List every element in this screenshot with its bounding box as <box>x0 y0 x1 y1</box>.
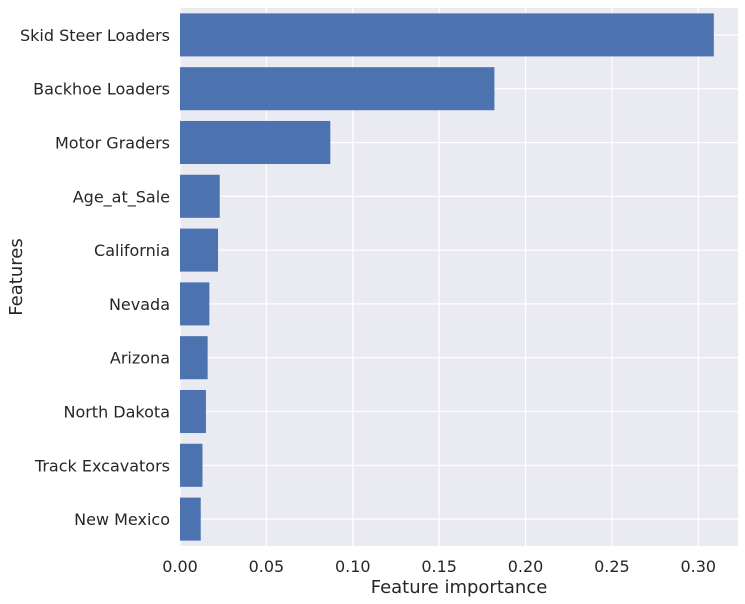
bar-arizona <box>180 336 208 380</box>
bar-california <box>180 228 219 272</box>
x-axis-title: Feature importance <box>371 577 548 598</box>
bar-track-excavators <box>180 443 203 487</box>
y-tick-label: Backhoe Loaders <box>33 80 170 99</box>
y-tick-labels: Skid Steer Loaders Backhoe Loaders Motor G… <box>20 26 170 529</box>
bar-age-at-sale <box>180 174 220 218</box>
bar-north-dakota <box>180 389 206 434</box>
x-tick-label: 0.20 <box>508 557 544 576</box>
x-tick-label: 0.15 <box>421 557 457 576</box>
x-tick-labels: 0.00 0.05 0.10 0.15 0.20 0.25 0.30 <box>162 557 716 576</box>
x-tick-label: 0.05 <box>249 557 285 576</box>
y-tick-label: Arizona <box>110 349 170 368</box>
y-axis-title: Features <box>6 238 27 315</box>
y-tick-label: Track Excavators <box>34 456 170 475</box>
bar-motor-graders <box>180 120 331 165</box>
x-tick-label: 0.30 <box>680 557 716 576</box>
x-tick-label: 0.10 <box>335 557 371 576</box>
bar-nevada <box>180 282 210 326</box>
x-tick-label: 0.25 <box>594 557 630 576</box>
y-tick-label: New Mexico <box>74 510 170 529</box>
y-tick-label: Age_at_Sale <box>73 187 170 207</box>
bar-backhoe-loaders <box>180 67 495 111</box>
bar-skid-steer-loaders <box>180 13 714 57</box>
bars <box>180 13 714 541</box>
y-tick-label: California <box>94 241 170 260</box>
y-tick-label: Motor Graders <box>55 134 170 153</box>
x-tick-label: 0.00 <box>162 557 198 576</box>
y-tick-label: Nevada <box>109 295 170 314</box>
y-tick-label: Skid Steer Loaders <box>20 26 170 45</box>
bar-new-mexico <box>180 497 201 541</box>
y-tick-label: North Dakota <box>63 403 170 422</box>
